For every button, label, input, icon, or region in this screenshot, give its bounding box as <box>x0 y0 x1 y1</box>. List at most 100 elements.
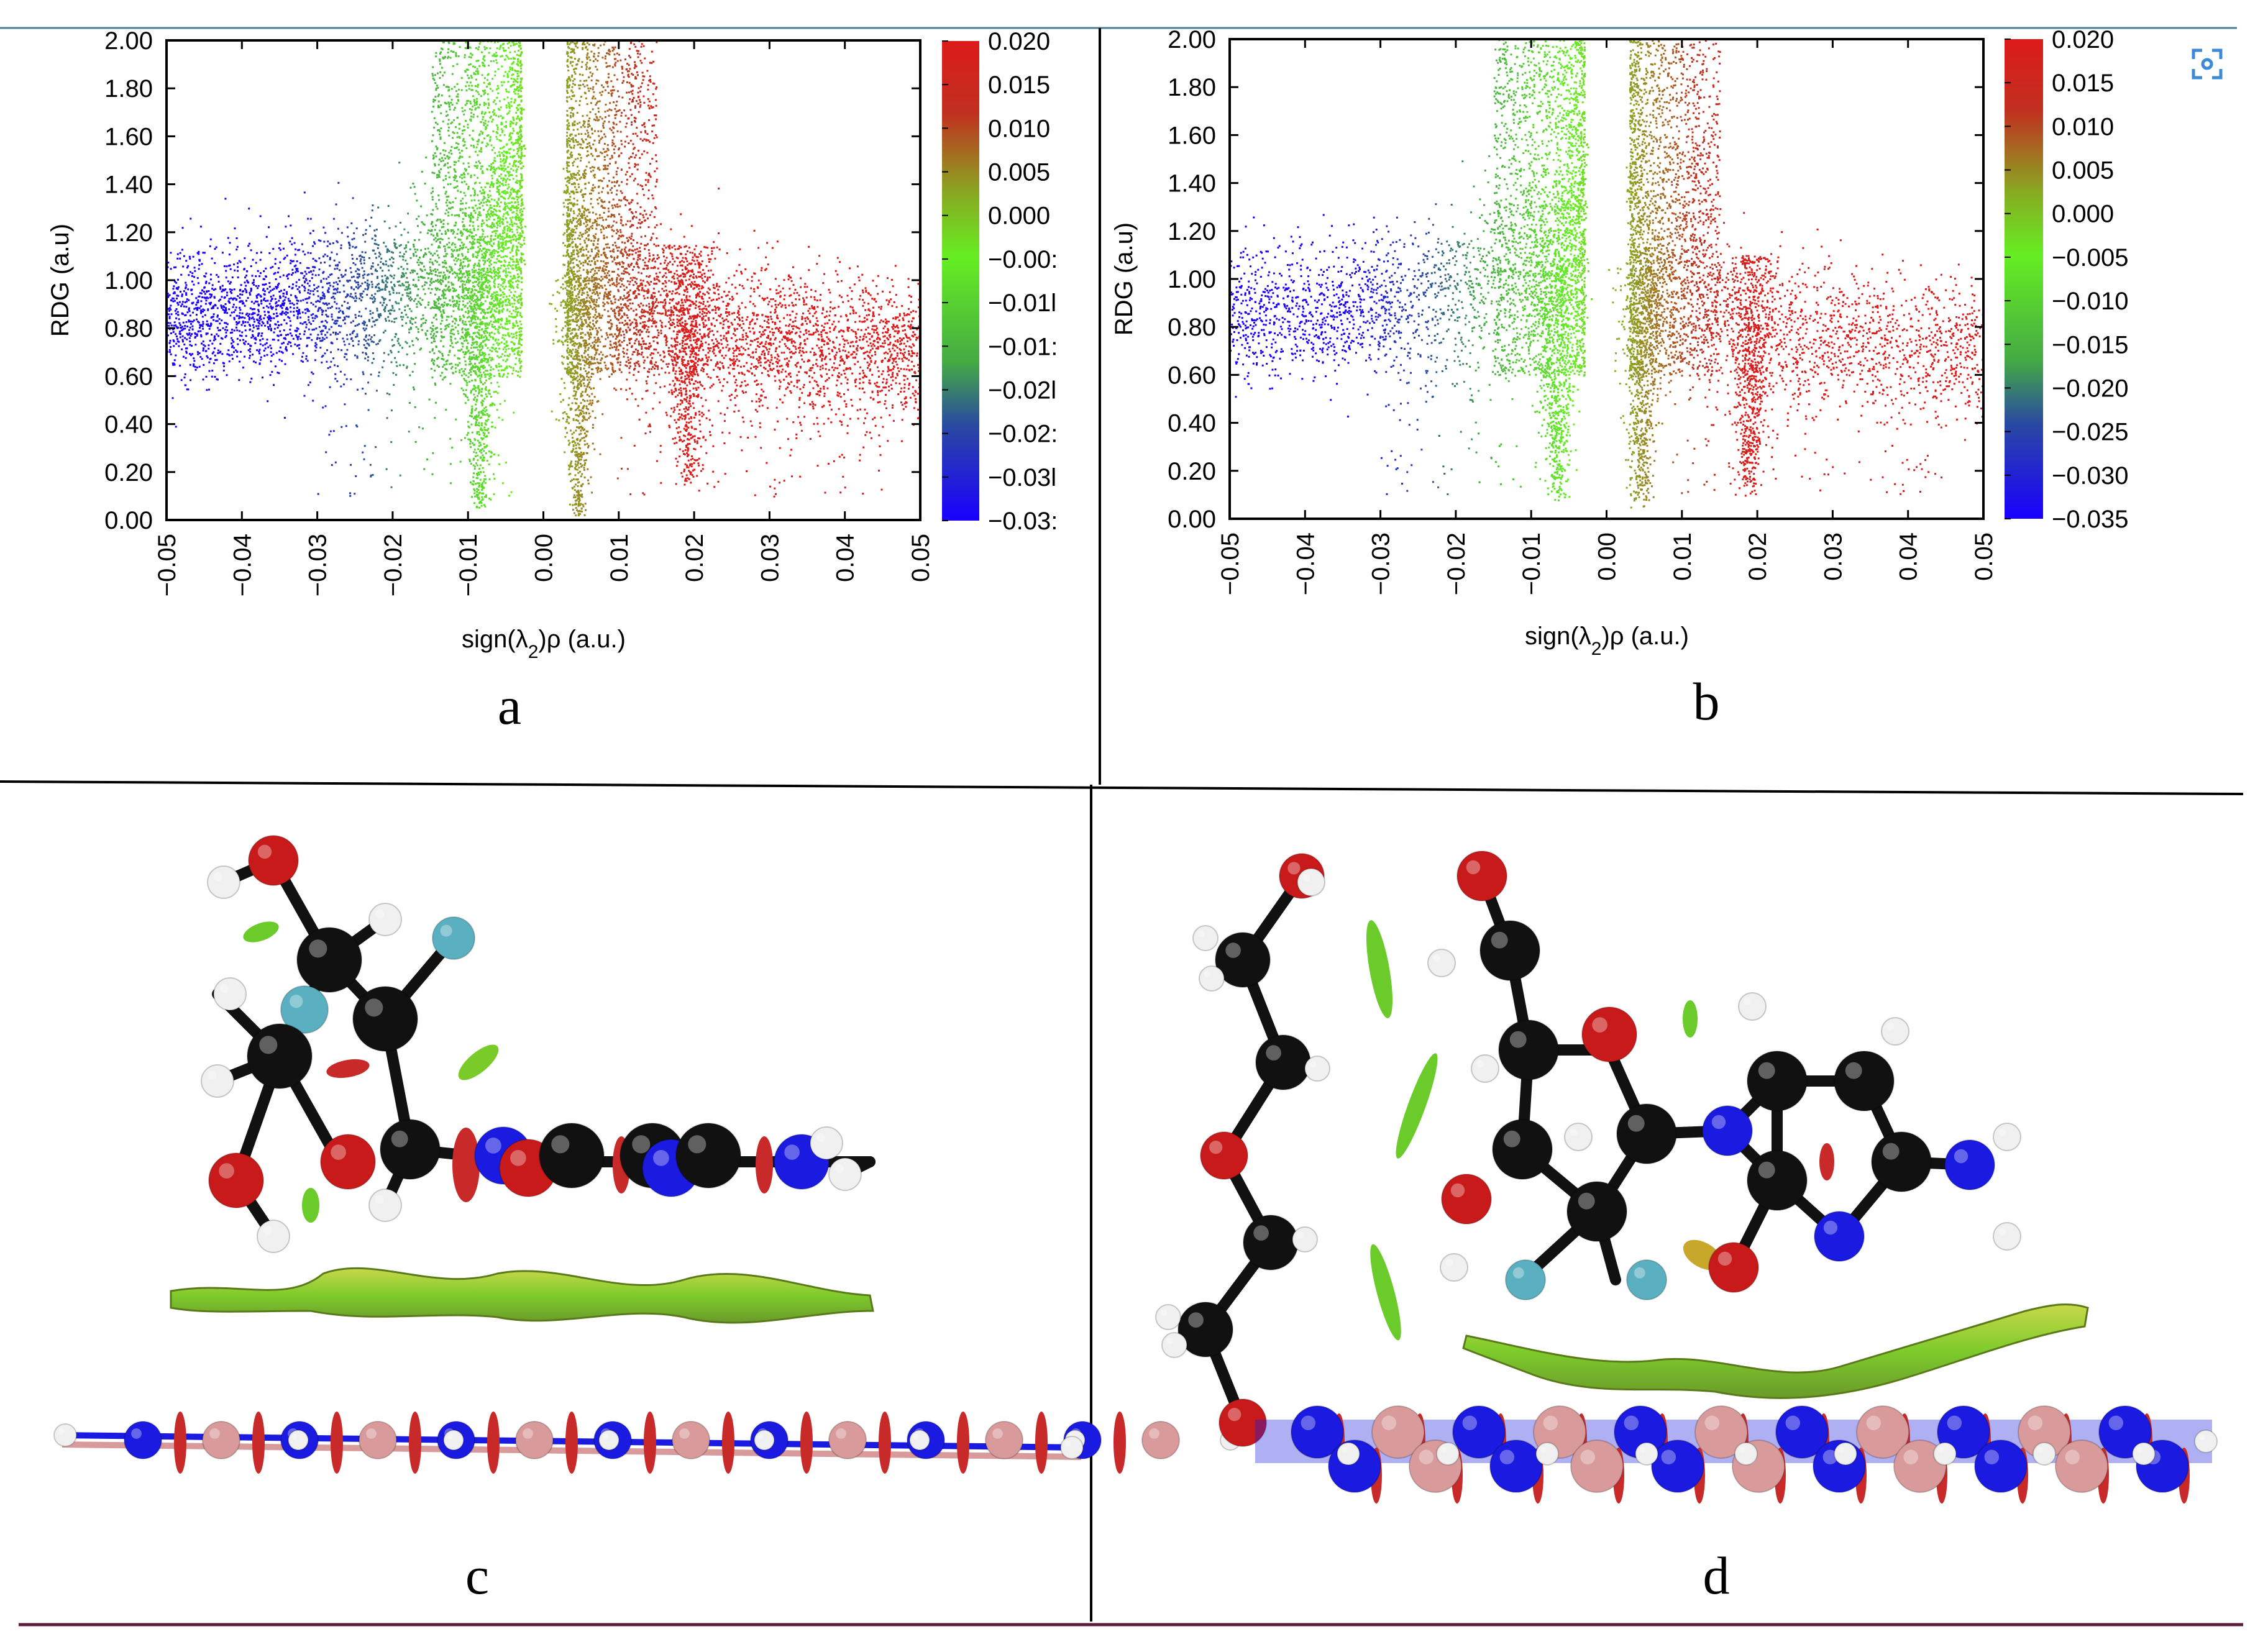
scatter-points <box>1411 306 1414 309</box>
scatter-points <box>1407 317 1409 404</box>
atom-highlight <box>1661 1449 1676 1465</box>
scatter-points <box>1440 262 1443 344</box>
scatter-points <box>434 74 437 419</box>
scatter-points <box>1679 216 1681 337</box>
x-tick-label: 0.04 <box>1895 532 1923 581</box>
scatter-points <box>1406 318 1407 321</box>
scatter-points <box>465 89 468 386</box>
scatter-points <box>413 244 415 271</box>
atom-sphere <box>1702 1105 1753 1156</box>
panel-a-colorbar-ticks: 0.020 0.015 0.010 0.005 0.000 −0.00: −0.01l −0.… <box>942 28 1058 535</box>
scatter-points <box>1377 258 1380 360</box>
scatter-points <box>1453 280 1456 282</box>
scatter-points <box>483 40 487 506</box>
scatter-points <box>1625 308 1627 310</box>
scatter-points <box>613 46 616 372</box>
scatter-points <box>1437 238 1440 488</box>
scatter-points <box>1452 226 1454 313</box>
scatter-points <box>439 40 443 374</box>
x-tick-label: 0.05 <box>1970 532 1998 581</box>
scatter-points <box>397 337 400 340</box>
scatter-points <box>301 272 304 325</box>
scatter-points <box>1668 102 1670 384</box>
scatter-points <box>500 81 503 372</box>
scatter-points <box>442 41 445 368</box>
scatter-points <box>430 111 433 370</box>
scatter-points <box>1635 42 1638 493</box>
atom-highlight <box>2136 1446 2143 1453</box>
colorbar-tick-label: 0.020 <box>988 28 1050 55</box>
atom-sphere <box>280 985 329 1034</box>
scatter-points <box>1432 224 1434 483</box>
scatter-points <box>303 275 306 397</box>
scatter-points <box>1511 39 1514 400</box>
scatter-points <box>417 258 420 333</box>
atom-sphere <box>1881 1017 1909 1046</box>
atom-highlight <box>679 1428 690 1439</box>
scatter-points <box>370 216 373 219</box>
atom-highlight <box>1540 1446 1547 1453</box>
scatter-points <box>1434 264 1436 342</box>
scatter-points <box>316 299 319 302</box>
atom-highlight <box>913 1433 919 1439</box>
scatter-points <box>1368 311 1370 313</box>
scatter-points <box>495 54 498 368</box>
scatter-points <box>310 314 313 316</box>
atom-sphere <box>202 1421 240 1459</box>
scatter-points <box>309 280 311 295</box>
scatter-points <box>306 298 308 347</box>
scatter-points <box>1687 91 1690 365</box>
x-tick-label: −0.01 <box>1518 532 1545 595</box>
atom-highlight <box>1476 1060 1484 1068</box>
atom-highlight <box>1209 1141 1223 1154</box>
scatter-points <box>1707 142 1710 442</box>
scatter-points <box>1567 54 1571 498</box>
scatter-points <box>1518 39 1520 362</box>
atom-highlight <box>1302 874 1310 882</box>
scatter-points <box>1411 306 1413 467</box>
scatter-points <box>425 156 428 322</box>
atom-sphere <box>1616 1103 1677 1164</box>
scatter-points <box>1468 243 1471 323</box>
atom-highlight <box>1341 1446 1348 1453</box>
x-tick-label: −0.02 <box>1443 532 1470 595</box>
scatter-points <box>354 299 356 357</box>
scatter-points <box>393 244 396 359</box>
scatter-points <box>326 282 329 352</box>
scatter-points <box>524 263 526 265</box>
scatter-points <box>470 76 473 498</box>
scatter-points <box>1433 266 1435 268</box>
scatter-points <box>344 322 347 355</box>
scatter-points <box>1376 265 1379 289</box>
scatter-points <box>508 51 512 355</box>
expand-icon[interactable] <box>2192 48 2223 80</box>
scatter-points <box>1430 286 1432 360</box>
atom-highlight <box>2028 1415 2043 1431</box>
scatter-points <box>622 262 624 265</box>
scatter-points <box>1711 127 1713 426</box>
scatter-points <box>1346 257 1349 343</box>
scatter-points <box>1422 253 1425 255</box>
scatter-points <box>504 49 508 463</box>
atom-sphere <box>443 1430 464 1451</box>
scatter-points <box>282 293 285 305</box>
scatter-points <box>396 281 399 342</box>
atom-highlight <box>1998 1228 2006 1236</box>
scatter-points <box>1355 306 1358 339</box>
isosurface <box>1366 920 1393 1018</box>
scatter-points <box>1689 39 1691 356</box>
horizontal-divider <box>0 780 2244 795</box>
atom-highlight <box>1491 931 1508 949</box>
scatter-points <box>1583 42 1586 377</box>
atom-highlight <box>1634 1267 1645 1279</box>
scatter-points <box>317 295 319 495</box>
scatter-points <box>636 52 639 356</box>
scatter-points <box>366 274 369 345</box>
atom-highlight <box>1954 1149 1968 1164</box>
scatter-points <box>295 268 298 337</box>
scatter-points <box>400 297 403 299</box>
atom-highlight <box>131 1428 142 1439</box>
scatter-points <box>1439 276 1442 320</box>
scatter-points <box>316 286 318 289</box>
scatter-points <box>1647 44 1650 490</box>
